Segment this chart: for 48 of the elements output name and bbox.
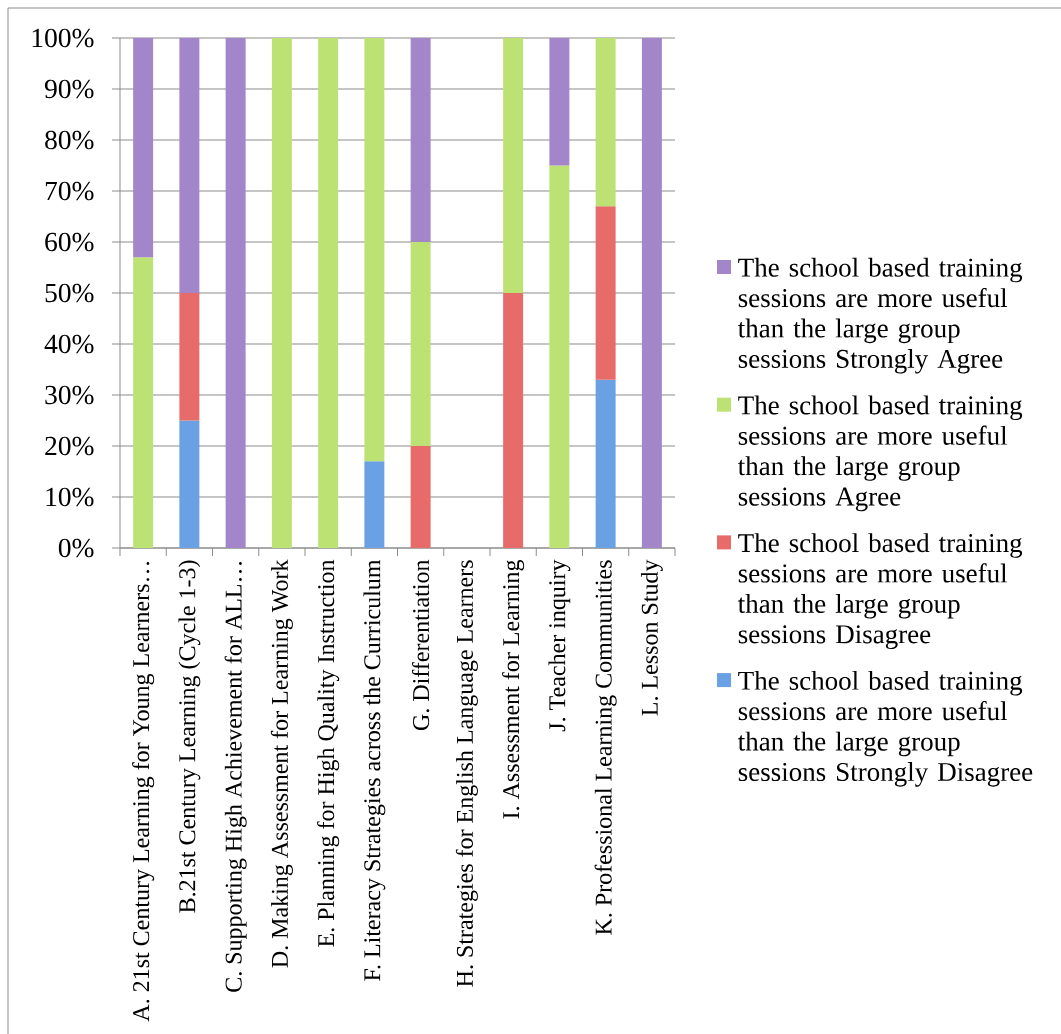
y-tick-label: 70% [45, 181, 94, 201]
bar [503, 38, 524, 293]
x-tick-label: F. Literacy Strategies across the Curriculum [363, 559, 386, 981]
bar [364, 38, 385, 462]
bar [503, 293, 524, 548]
legend-label: The school based training sessions are more useful than the large group sessions Strongly Disagree [737, 670, 1033, 787]
y-tick-label: 10% [46, 487, 94, 507]
x-tick-label: E. Planning for High Quality Instruction [317, 559, 340, 947]
y-tick-label: 50% [45, 283, 94, 303]
bar [549, 38, 570, 166]
x-tick-label: K. Professional Learning Communities [594, 560, 617, 935]
y-tick-label: 80% [45, 130, 94, 150]
x-tick-label: G. Differentiation [412, 559, 430, 731]
bar [225, 38, 246, 548]
bar [133, 257, 154, 548]
bar [410, 38, 431, 242]
y-tick-label: 90% [44, 79, 94, 99]
bar [410, 242, 431, 446]
bar [179, 420, 200, 548]
y-tick-label: 20% [45, 436, 94, 456]
x-tick-label: B.21st Century Learning (Cycle 1-3) [178, 560, 201, 913]
bar [595, 38, 616, 207]
y-tick-label: 60% [45, 232, 94, 252]
bar [595, 206, 616, 380]
x-tick-label: D. Making Assessment for Learning Work [270, 559, 293, 968]
y-tick-label: 0% [58, 538, 94, 558]
bar [318, 38, 339, 548]
bar [133, 38, 154, 258]
x-tick-label: J. Teacher inquiry [548, 559, 571, 732]
bar [595, 379, 616, 548]
x-tick-label: I. Assessment for Learning [502, 559, 525, 819]
legend-label: The school based training sessions are more useful than the large group sessions Disagree [737, 533, 1023, 649]
x-tick-label: L. Lesson Study [640, 559, 663, 716]
bar [641, 38, 662, 548]
y-tick-label: 100% [32, 28, 94, 48]
x-tick-label: A. 21st Century Learning for Young Learners… [132, 562, 155, 1022]
legend-label: The school based training sessions are more useful than the large group sessions Agree [737, 395, 1023, 512]
bar [179, 38, 200, 293]
bar [410, 445, 431, 548]
x-tick-label: H. Strategies for English Language Learners [455, 560, 478, 987]
bar [549, 165, 570, 548]
y-tick-label: 40% [44, 334, 94, 354]
bar [364, 461, 385, 548]
legend-label: The school based training sessions are more useful than the large group sessions Strongly Agree [737, 257, 1023, 374]
bar [179, 293, 200, 421]
bar [271, 38, 292, 548]
x-tick-label: C. Supporting High Achievement for ALL… [224, 562, 247, 992]
y-tick-label: 30% [45, 385, 94, 405]
